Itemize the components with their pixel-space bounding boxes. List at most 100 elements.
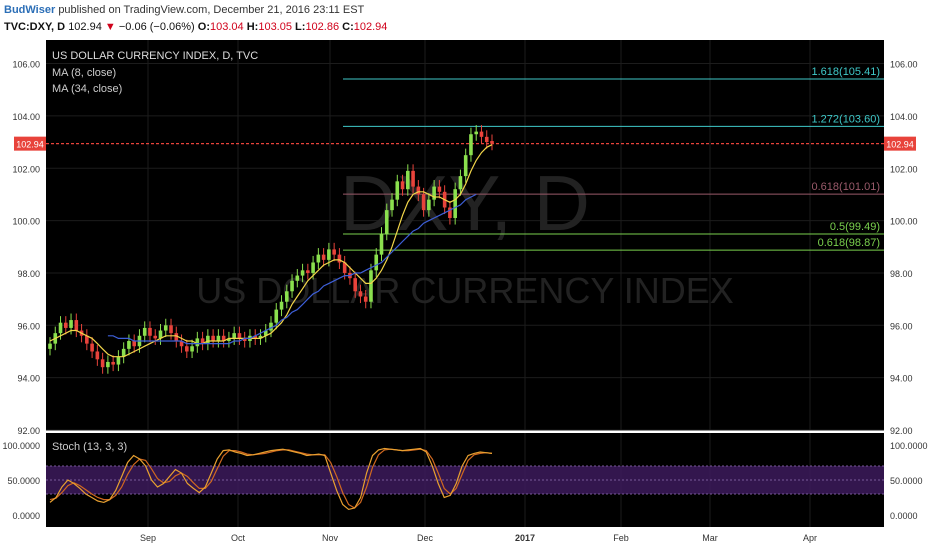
- stoch-k-line: [49, 447, 493, 511]
- y-tick-label: 92.00: [890, 426, 913, 436]
- candle-body: [395, 181, 400, 200]
- candle-body: [127, 341, 131, 349]
- down-arrow-icon: ▼: [104, 21, 116, 33]
- candle-body: [63, 322, 68, 328]
- y-tick-label: 92.00: [17, 426, 40, 436]
- stoch-tick-label: 0.0000: [890, 511, 918, 521]
- close-value: 102.94: [353, 21, 388, 33]
- x-tick-label: 2017: [515, 533, 535, 543]
- open-value: 103.04: [210, 21, 244, 33]
- y-tick-label: 102.00: [12, 164, 40, 174]
- candle-body: [106, 361, 110, 368]
- candle-body: [100, 359, 105, 368]
- price-badge-left: [14, 136, 46, 151]
- ma-slow-legend[interactable]: MA (34, close): [52, 83, 122, 95]
- candle-body: [469, 134, 473, 156]
- stoch-tick-label: 100.0000: [2, 441, 40, 451]
- candle-body: [390, 199, 394, 211]
- candle-body: [163, 325, 168, 331]
- ma-fast-legend[interactable]: MA (8, close): [52, 67, 116, 79]
- y-tick-label: 106.00: [890, 60, 918, 70]
- candle-body: [269, 322, 273, 331]
- candle-body: [153, 335, 158, 339]
- fib-level-label: 1.618(105.41): [812, 66, 881, 78]
- symbol-line: TVC:DXY, D 102.94 ▼ −0.06 (−0.06%) O:103…: [4, 21, 388, 33]
- candle-body: [411, 170, 415, 187]
- stoch-tick-label: 50.0000: [890, 476, 923, 486]
- candle-body: [295, 275, 300, 281]
- candle-body: [85, 335, 89, 344]
- price-badge-right: [884, 136, 916, 151]
- x-tick-label: Nov: [322, 533, 339, 543]
- y-tick-label: 106.00: [12, 60, 40, 70]
- candle-body: [279, 301, 284, 310]
- y-tick-label: 100.00: [12, 217, 40, 227]
- candle-body: [174, 333, 179, 342]
- candle-body: [69, 320, 73, 328]
- candle-body: [490, 141, 494, 144]
- candle-body: [448, 207, 452, 218]
- candle-body: [358, 291, 363, 297]
- symbol: TVC:DXY, D: [4, 21, 66, 33]
- stoch-tick-label: 100.0000: [890, 441, 928, 451]
- candle-body: [274, 309, 279, 323]
- candle-body: [132, 341, 136, 347]
- candle-body: [463, 155, 468, 177]
- candle-body: [474, 131, 479, 135]
- main-pane[interactable]: [46, 40, 884, 430]
- x-tick-label: Feb: [613, 533, 629, 543]
- stoch-legend[interactable]: Stoch (13, 3, 3): [52, 441, 127, 453]
- candle-body: [211, 335, 215, 342]
- candle-body: [237, 333, 242, 339]
- y-tick-label: 104.00: [12, 112, 40, 122]
- y-tick-label: 96.00: [17, 321, 40, 331]
- candle-body: [190, 346, 194, 352]
- y-tick-label: 104.00: [890, 112, 918, 122]
- candle-body: [379, 233, 384, 255]
- last-price: 102.94: [68, 21, 102, 33]
- candle-body: [384, 210, 389, 234]
- candle-body: [221, 335, 226, 342]
- candle-body: [95, 351, 100, 360]
- candle-body: [284, 291, 289, 302]
- candle-body: [227, 338, 231, 342]
- candle-body: [216, 335, 221, 342]
- y-tick-label: 98.00: [890, 269, 913, 279]
- candle-body: [142, 327, 147, 336]
- candle-body: [311, 262, 315, 273]
- candle-body: [484, 136, 489, 143]
- ma-fast-line: [49, 144, 493, 358]
- candle-body: [232, 333, 236, 339]
- candle-body: [258, 335, 263, 339]
- candle-body: [406, 170, 410, 190]
- author-link[interactable]: BudWiser: [4, 4, 56, 16]
- x-tick-label: Oct: [231, 533, 246, 543]
- candle-body: [306, 270, 310, 273]
- candle-body: [116, 356, 121, 365]
- price-badge-label: 102.94: [886, 140, 914, 150]
- candle-body: [432, 186, 436, 200]
- candle-body: [316, 254, 321, 263]
- candle-body: [479, 131, 484, 137]
- candle-body: [185, 346, 189, 352]
- candle-body: [353, 278, 357, 292]
- candle-body: [206, 335, 210, 344]
- candle-body: [363, 296, 368, 302]
- candle-body: [121, 348, 126, 357]
- fib-level-label: 0.5(99.49): [830, 221, 880, 233]
- chart-title: US DOLLAR CURRENCY INDEX, D, TVC: [52, 50, 258, 62]
- candle-body: [253, 335, 258, 339]
- stoch-d-line: [49, 448, 493, 509]
- x-tick-label: Sep: [140, 533, 156, 543]
- high-value: 103.05: [258, 21, 292, 33]
- candle-body: [263, 330, 268, 336]
- y-tick-label: 94.00: [17, 374, 40, 384]
- candle-body: [242, 338, 247, 342]
- change: −0.06 (−0.06%): [118, 21, 195, 33]
- candle-body: [453, 189, 457, 218]
- candle-body: [427, 199, 431, 211]
- candle-body: [90, 343, 94, 352]
- candle-body: [458, 176, 463, 190]
- candle-body: [200, 338, 205, 344]
